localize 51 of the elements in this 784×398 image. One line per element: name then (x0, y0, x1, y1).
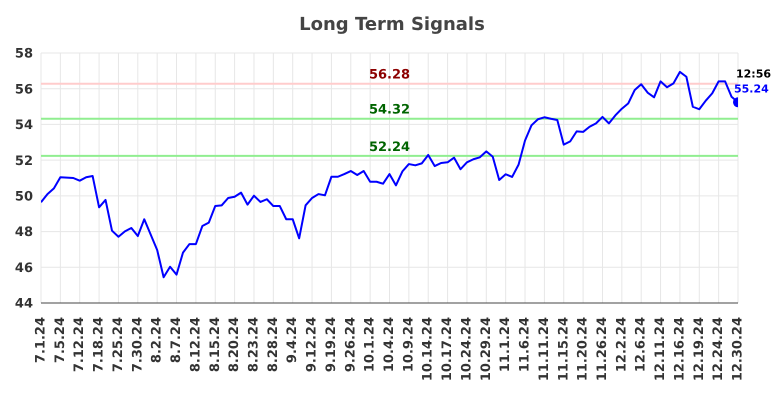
x-tick-label: 7.25.24 (110, 317, 126, 372)
ref-line-label: 52.24 (368, 140, 410, 155)
x-tick-label: 8.28.24 (266, 317, 281, 372)
x-tick-label: 8.23.24 (246, 317, 262, 372)
x-tick-label: 11.26.24 (594, 317, 610, 382)
x-tick-label: 8.2.24 (150, 317, 165, 364)
x-tick-label: 8.12.24 (188, 317, 204, 372)
x-tick-label: 8.7.24 (169, 317, 184, 364)
x-tick-label: 10.17.24 (440, 317, 456, 382)
x-tick-label: 12.11.24 (653, 317, 668, 382)
x-tick-label: 10.24.24 (459, 317, 474, 382)
y-tick-label: 54 (14, 118, 33, 134)
x-tick-label: 12.2.24 (614, 317, 630, 372)
x-tick-label: 12.6.24 (634, 317, 649, 372)
x-tick-label: 8.20.24 (227, 317, 242, 372)
x-tick-label: 7.18.24 (92, 317, 107, 372)
y-tick-label: 50 (14, 189, 33, 204)
x-tick-label: 10.29.24 (478, 317, 494, 382)
x-tick-label: 9.26.24 (343, 317, 358, 372)
x-tick-label: 7.1.24 (34, 317, 48, 364)
y-tick-label: 46 (14, 260, 33, 276)
x-tick-label: 8.15.24 (208, 317, 223, 372)
y-tick-label: 44 (14, 296, 33, 312)
x-tick-label: 11.20.24 (576, 317, 591, 382)
x-tick-label: 9.4.24 (285, 317, 300, 364)
x-tick-label: 12.19.24 (692, 317, 707, 382)
x-tick-label: 9.19.24 (324, 317, 339, 372)
x-tick-label: 10.14.24 (420, 317, 436, 382)
x-tick-label: 11.1.24 (498, 317, 514, 372)
x-tick-label: 11.15.24 (556, 317, 572, 382)
y-tick-label: 52 (14, 154, 33, 169)
x-tick-label: 12.30.24 (730, 317, 746, 382)
x-tick-label: 10.1.24 (362, 317, 378, 372)
x-tick-label: 10.9.24 (401, 317, 416, 372)
ref-line-label: 56.28 (368, 68, 410, 83)
x-tick-label: 12.16.24 (672, 317, 688, 382)
data-label: 55.24 (734, 82, 770, 96)
x-tick-label: 7.30.24 (130, 317, 146, 372)
x-tick-label: 10.4.24 (382, 317, 397, 372)
y-tick-label: 58 (14, 46, 33, 62)
y-tick-label: 56 (14, 82, 33, 98)
annotation: 12:56 (736, 67, 772, 80)
x-tick-label: 11.11.24 (536, 317, 552, 382)
x-tick-label: 11.6.24 (518, 317, 533, 372)
ref-line-label: 54.32 (368, 102, 410, 118)
x-tick-label: 7.12.24 (72, 317, 88, 372)
chart-title: Long Term Signals (298, 14, 486, 35)
x-tick-label: 7.5.24 (52, 317, 68, 364)
x-tick-label: 9.12.24 (304, 317, 320, 372)
x-tick-label: 12.24.24 (711, 317, 726, 382)
y-tick-label: 48 (14, 225, 33, 240)
